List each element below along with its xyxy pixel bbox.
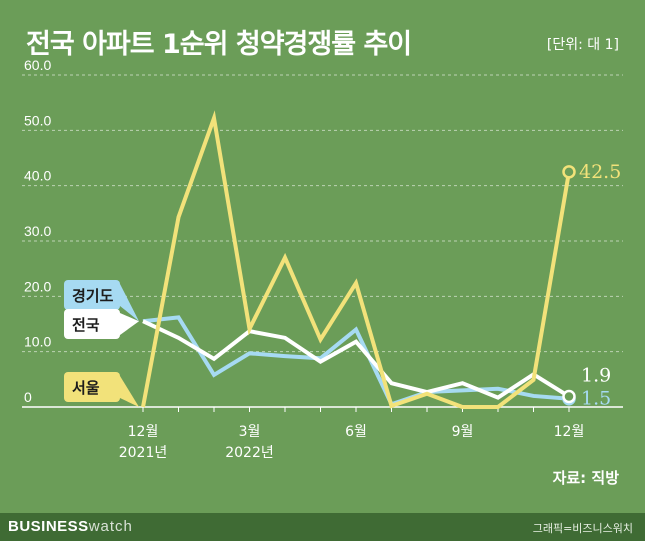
end-value-label-national: 1.9 bbox=[581, 364, 611, 386]
brand-light: watch bbox=[88, 518, 133, 535]
chart-title: 전국 아파트 1순위 청약경쟁률 추이 bbox=[26, 29, 412, 60]
x-tick-month: 12월 bbox=[128, 424, 159, 440]
end-value-label-gyeonggi: 1.5 bbox=[581, 388, 611, 410]
series-line-seoul bbox=[141, 110, 571, 409]
end-point-marker-national bbox=[562, 389, 576, 404]
series-tag-seoul bbox=[64, 372, 120, 402]
graphic-credit: 그래픽=비즈니스워치 bbox=[532, 522, 633, 535]
series-line-national bbox=[142, 319, 571, 400]
series-tag-pointer-gyeonggi bbox=[120, 284, 139, 322]
footer-bar: BUSINESSwatch 그래픽=비즈니스워치 bbox=[0, 513, 645, 541]
x-tick-year: 2022년 bbox=[225, 445, 274, 461]
y-tick-label: 0 bbox=[24, 389, 32, 405]
series-line-gyeonggi bbox=[142, 315, 570, 407]
y-tick-label: 20.0 bbox=[24, 278, 51, 294]
end-value-label-seoul: 42.5 bbox=[579, 161, 621, 183]
series-tag-gyeonggi bbox=[64, 280, 120, 310]
brand-logo: BUSINESSwatch bbox=[8, 518, 133, 535]
x-tick-year: 2021년 bbox=[119, 445, 168, 461]
y-tick-label: 10.0 bbox=[24, 334, 51, 350]
x-tick-month: 12월 bbox=[554, 424, 585, 440]
y-tick-label: 30.0 bbox=[24, 223, 51, 239]
y-tick-label: 50.0 bbox=[24, 112, 51, 128]
x-tick-month: 9월 bbox=[452, 424, 474, 440]
series-tag-pointer-seoul bbox=[120, 376, 139, 407]
brand-bold: BUSINESS bbox=[8, 518, 89, 535]
unit-label: [단위: 대 1] bbox=[546, 37, 619, 53]
series-tag-pointer-national bbox=[120, 313, 139, 335]
series-tag-label-national: 전국 bbox=[72, 316, 100, 334]
x-tick-month: 6월 bbox=[345, 424, 367, 440]
end-point-marker-seoul bbox=[562, 165, 576, 179]
y-tick-label: 40.0 bbox=[24, 168, 51, 184]
y-tick-label: 60.0 bbox=[24, 57, 51, 73]
x-tick-month: 3월 bbox=[239, 424, 261, 440]
series-tag-label-gyeonggi: 경기도 bbox=[72, 287, 114, 305]
series-tag-national bbox=[64, 309, 120, 339]
source-label: 자료: 직방 bbox=[552, 469, 619, 487]
series-tag-label-seoul: 서울 bbox=[72, 379, 100, 397]
